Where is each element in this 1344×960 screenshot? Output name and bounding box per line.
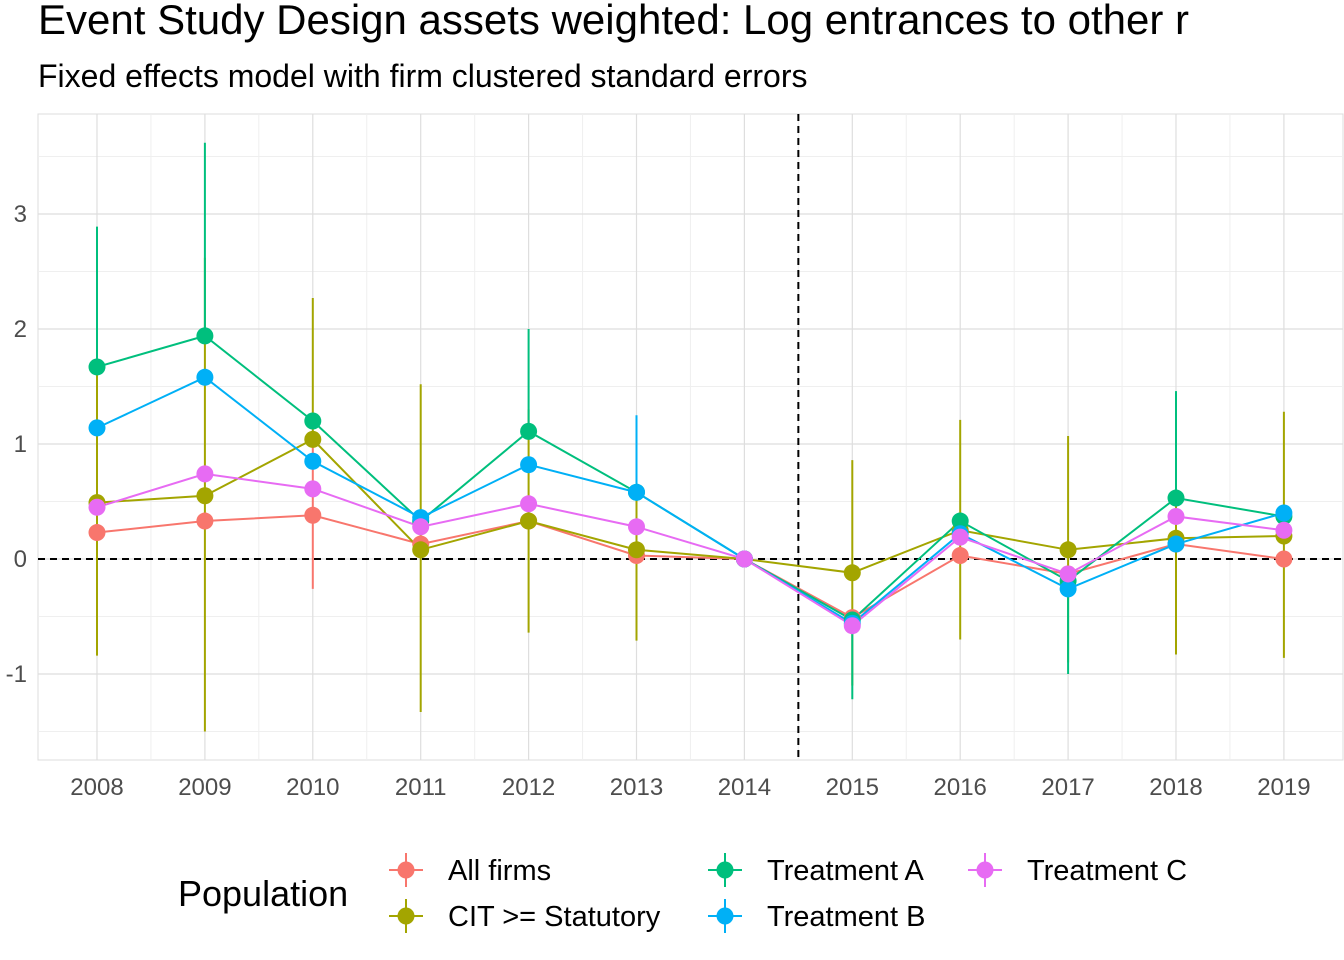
- legend-key-point-all-firms: [397, 861, 415, 879]
- reference-lines: [38, 114, 1343, 760]
- x-tick-label: 2011: [395, 774, 447, 801]
- x-tick-label: 2014: [718, 774, 771, 801]
- x-tick-label: 2008: [70, 774, 123, 801]
- data-point-cit-statutory: [304, 430, 322, 448]
- y-tick-label: 3: [14, 201, 27, 228]
- legend-title: Population: [178, 873, 348, 914]
- data-point-cit-statutory: [843, 564, 861, 582]
- data-point-treatment-c: [88, 498, 106, 516]
- data-point-cit-statutory: [412, 541, 430, 559]
- data-point-treatment-c: [196, 465, 214, 483]
- legend-label-all-firms: All firms: [448, 855, 551, 887]
- x-tick-label: 2017: [1041, 774, 1094, 801]
- series-line-treatment-c: [96, 472, 1285, 627]
- x-tick-label: 2016: [934, 774, 987, 801]
- data-point-treatment-c: [628, 518, 645, 536]
- y-tick-label: -1: [6, 661, 27, 688]
- chart-subtitle: Fixed effects model with firm clustered …: [38, 58, 808, 94]
- legend: Population All firms CIT >= Statutory Trea…: [178, 853, 1187, 933]
- data-point-all-firms: [196, 512, 214, 530]
- data-point-treatment-b: [1275, 504, 1293, 522]
- x-tick-label: 2010: [286, 774, 339, 801]
- data-point-treatment-c: [412, 518, 430, 536]
- data-point-all-firms: [1275, 550, 1293, 568]
- data-point-treatment-b: [520, 456, 538, 474]
- chart-title: Event Study Design assets weighted: Log …: [38, 0, 1190, 43]
- data-point-treatment-a: [88, 358, 106, 376]
- data-point-all-firms: [88, 524, 106, 542]
- data-point-treatment-c: [1275, 521, 1293, 539]
- legend-label-treatment-b: Treatment B: [767, 901, 925, 933]
- data-point-treatment-a: [196, 327, 214, 345]
- data-point-cit-statutory: [1059, 541, 1077, 559]
- data-point-all-firms: [304, 506, 322, 524]
- data-points: [88, 327, 1293, 635]
- series-lines: [96, 334, 1285, 627]
- legend-label-cit-statutory: CIT >= Statutory: [448, 901, 661, 933]
- x-tick-label: 2012: [502, 774, 555, 801]
- x-tick-label: 2009: [178, 774, 231, 801]
- x-tick-label: 2013: [610, 774, 663, 801]
- data-point-treatment-b: [1059, 580, 1077, 598]
- data-point-treatment-c: [304, 480, 322, 498]
- data-point-treatment-b: [1167, 535, 1185, 553]
- x-tick-label: 2018: [1149, 774, 1202, 801]
- legend-label-treatment-c: Treatment C: [1027, 855, 1187, 887]
- x-tick-label: 2019: [1257, 774, 1310, 801]
- legend-key-point-treatment-c: [976, 861, 994, 879]
- data-point-cit-statutory: [628, 541, 645, 559]
- legend-key-point-treatment-b: [716, 907, 734, 925]
- data-point-cit-statutory: [520, 512, 538, 530]
- data-point-treatment-b: [88, 419, 106, 437]
- legend-label-treatment-a: Treatment A: [767, 855, 925, 887]
- series-line-treatment-b: [96, 376, 1285, 625]
- data-point-treatment-c: [520, 495, 538, 513]
- data-point-treatment-b: [196, 368, 214, 386]
- x-tick-label: 2015: [826, 774, 879, 801]
- series-line-cit-statutory: [96, 438, 1284, 574]
- data-point-treatment-c: [735, 550, 753, 568]
- series-line-all-firms: [96, 514, 1285, 619]
- data-point-treatment-c: [1059, 565, 1077, 583]
- y-tick-label: 1: [14, 431, 27, 458]
- y-tick-label: 0: [14, 546, 27, 573]
- data-point-treatment-a: [520, 422, 538, 440]
- axis-labels: 2008 2009 2010 2011 2012 2013 2014 2015 2016 2017…: [6, 201, 1311, 801]
- data-point-treatment-c: [1167, 507, 1185, 525]
- legend-key-point-treatment-a: [716, 861, 734, 879]
- data-point-treatment-a: [1167, 489, 1185, 507]
- grid-layer: [37, 113, 1344, 761]
- legend-key-point-cit-statutory: [397, 907, 415, 925]
- data-point-treatment-a: [304, 412, 322, 430]
- data-point-all-firms: [951, 547, 969, 565]
- data-point-treatment-b: [304, 452, 322, 470]
- y-tick-label: 2: [14, 316, 27, 343]
- data-point-treatment-c: [843, 617, 861, 635]
- data-point-treatment-b: [628, 483, 645, 501]
- data-point-cit-statutory: [196, 487, 214, 505]
- data-point-treatment-a: [951, 512, 969, 530]
- data-point-treatment-c: [951, 528, 969, 546]
